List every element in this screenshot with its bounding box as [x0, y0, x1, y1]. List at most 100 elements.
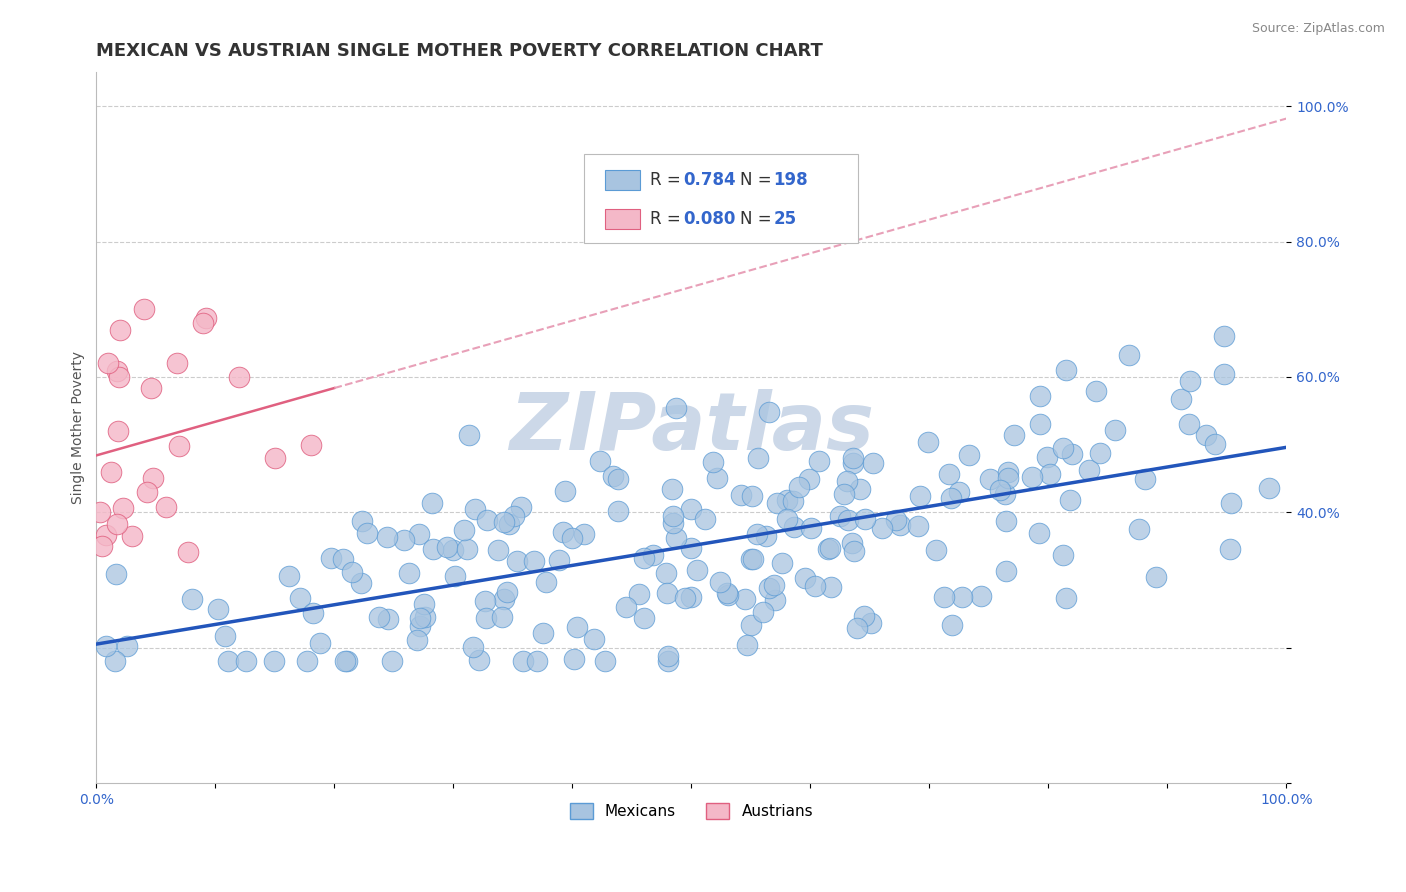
Text: R =: R =: [650, 210, 686, 228]
Point: [832, 487, 855, 501]
Point: [662, 516, 685, 531]
Point: [453, 523, 475, 537]
Point: [633, 611, 655, 625]
Point: [654, 566, 676, 580]
Point: [765, 496, 787, 510]
Point: [994, 486, 1017, 500]
Point: [486, 542, 509, 557]
Point: [121, 529, 143, 543]
Point: [217, 654, 239, 668]
Point: [340, 565, 363, 579]
Point: [884, 512, 907, 526]
Text: 0.784: 0.784: [683, 171, 735, 189]
Point: [730, 488, 752, 502]
Point: [441, 543, 464, 558]
Point: [917, 434, 939, 449]
Point: [562, 652, 585, 666]
Point: [96, 640, 118, 654]
Point: [842, 456, 865, 470]
Point: [332, 552, 354, 566]
Point: [1084, 384, 1107, 398]
Point: [758, 581, 780, 595]
Point: [643, 548, 665, 562]
Point: [957, 448, 980, 462]
Point: [595, 654, 617, 668]
Point: [336, 654, 359, 668]
Point: [932, 590, 955, 604]
Point: [662, 509, 685, 524]
Point: [1039, 467, 1062, 481]
Point: [979, 472, 1001, 486]
Point: [799, 472, 821, 486]
Point: [377, 530, 399, 544]
Point: [195, 310, 218, 325]
Point: [299, 437, 322, 451]
Point: [1052, 548, 1074, 562]
Point: [782, 493, 804, 508]
Point: [1212, 367, 1234, 381]
Point: [835, 474, 858, 488]
Point: [941, 618, 963, 632]
Point: [859, 615, 882, 630]
Point: [793, 571, 815, 585]
Point: [1178, 375, 1201, 389]
Point: [474, 594, 496, 608]
Point: [104, 654, 127, 668]
Point: [633, 551, 655, 566]
Point: [740, 617, 762, 632]
Point: [1029, 389, 1052, 403]
Bar: [605, 170, 640, 190]
Point: [1054, 363, 1077, 377]
Point: [456, 541, 478, 556]
Point: [132, 302, 155, 317]
Point: [1062, 447, 1084, 461]
Point: [872, 521, 894, 535]
Point: [907, 518, 929, 533]
Text: MEXICAN VS AUSTRIAN SINGLE MOTHER POVERTY CORRELATION CHART: MEXICAN VS AUSTRIAN SINGLE MOTHER POVERT…: [97, 42, 824, 60]
Point: [526, 654, 548, 668]
Point: [420, 495, 443, 509]
Point: [207, 602, 229, 616]
Point: [406, 632, 429, 647]
Point: [1002, 428, 1025, 442]
Legend: Mexicans, Austrians: Mexicans, Austrians: [564, 797, 820, 825]
Point: [941, 491, 963, 505]
Point: [356, 525, 378, 540]
Point: [747, 450, 769, 465]
Point: [108, 370, 131, 384]
Point: [89, 505, 111, 519]
Point: [758, 405, 780, 419]
Point: [278, 568, 301, 582]
Point: [702, 455, 724, 469]
Point: [321, 551, 343, 566]
Point: [444, 568, 467, 582]
Point: [413, 609, 436, 624]
Point: [1133, 472, 1156, 486]
Point: [988, 483, 1011, 497]
Point: [512, 654, 534, 668]
Point: [789, 480, 811, 494]
Point: [846, 621, 869, 635]
Point: [740, 551, 762, 566]
Point: [807, 454, 830, 468]
Point: [734, 592, 756, 607]
Point: [908, 489, 931, 503]
Point: [474, 611, 496, 625]
Point: [862, 456, 884, 470]
Point: [706, 470, 728, 484]
Point: [492, 515, 515, 529]
Point: [589, 454, 612, 468]
Point: [776, 493, 799, 508]
Point: [627, 586, 650, 600]
Point: [115, 639, 138, 653]
Point: [547, 553, 569, 567]
Point: [742, 552, 765, 566]
Point: [534, 574, 557, 589]
Point: [561, 532, 583, 546]
Point: [602, 469, 624, 483]
Point: [817, 541, 839, 556]
Point: [468, 653, 491, 667]
Point: [1219, 541, 1241, 556]
Point: [302, 607, 325, 621]
Point: [695, 512, 717, 526]
